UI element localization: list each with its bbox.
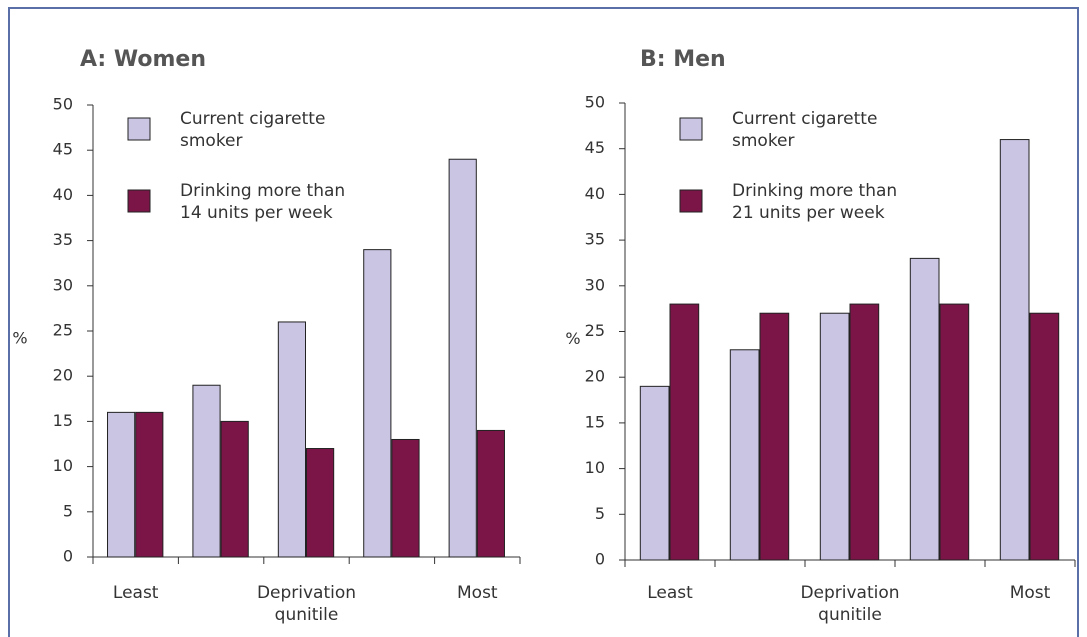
y-tick-label: 10 <box>585 458 605 477</box>
legend-label: Current cigarette smoker <box>180 109 326 151</box>
bar <box>107 411 136 558</box>
y-tick-label: 15 <box>53 411 73 430</box>
y-tick-label: 45 <box>585 138 605 157</box>
bar <box>363 249 392 558</box>
x-tick-label: Least <box>112 583 159 603</box>
bar <box>669 303 700 561</box>
y-tick-label: 25 <box>53 321 73 340</box>
y-tick-label: 0 <box>595 550 605 569</box>
chart-title: A: Women <box>80 47 206 72</box>
bar <box>819 312 850 561</box>
bar <box>476 429 505 558</box>
y-tick-label: 0 <box>63 547 73 566</box>
bar <box>759 312 790 561</box>
bar <box>135 411 164 558</box>
legend-swatch <box>127 189 151 213</box>
y-tick-label: 30 <box>53 275 73 294</box>
y-tick-label: 10 <box>53 456 73 475</box>
chart-title: B: Men <box>640 47 726 72</box>
y-tick-label: 20 <box>53 366 73 385</box>
bar <box>849 303 880 561</box>
legend-label: Drinking more than 14 units per week <box>180 181 346 223</box>
y-tick-label: 25 <box>585 321 605 340</box>
y-tick-label: 50 <box>53 95 73 114</box>
x-tick-label: Most <box>1009 583 1051 603</box>
y-axis-label: % <box>12 329 27 348</box>
x-tick-label: Deprivation qunitile <box>256 583 357 625</box>
bar <box>192 384 221 558</box>
x-tick-label: Most <box>457 583 498 603</box>
bar <box>909 257 940 561</box>
x-tick-label: Deprivation qunitile <box>800 583 900 625</box>
bar <box>999 139 1030 561</box>
y-tick-label: 40 <box>585 184 605 203</box>
legend-label: Drinking more than 21 units per week <box>732 181 898 223</box>
bar <box>391 438 420 558</box>
bar <box>220 420 249 558</box>
bar <box>639 385 670 561</box>
y-tick-label: 40 <box>53 185 73 204</box>
legend-swatch <box>679 117 703 141</box>
y-axis-label: % <box>565 329 580 348</box>
legend-swatch <box>127 117 151 141</box>
x-tick-label: Least <box>647 583 693 603</box>
bar <box>939 303 970 561</box>
y-tick-label: 45 <box>53 140 73 159</box>
bar <box>306 448 335 558</box>
frame <box>8 7 1079 637</box>
bar <box>448 158 477 558</box>
y-tick-label: 50 <box>585 93 605 112</box>
legend-label: Current cigarette smoker <box>732 109 878 151</box>
bar <box>1029 312 1060 561</box>
y-tick-label: 5 <box>63 501 73 520</box>
y-tick-label: 15 <box>585 412 605 431</box>
bar <box>729 349 760 561</box>
y-tick-label: 30 <box>585 275 605 294</box>
bar <box>277 321 306 558</box>
y-tick-label: 20 <box>585 367 605 386</box>
y-tick-label: 35 <box>585 230 605 249</box>
legend-swatch <box>679 189 703 213</box>
y-tick-label: 35 <box>53 230 73 249</box>
y-tick-label: 5 <box>595 504 605 523</box>
